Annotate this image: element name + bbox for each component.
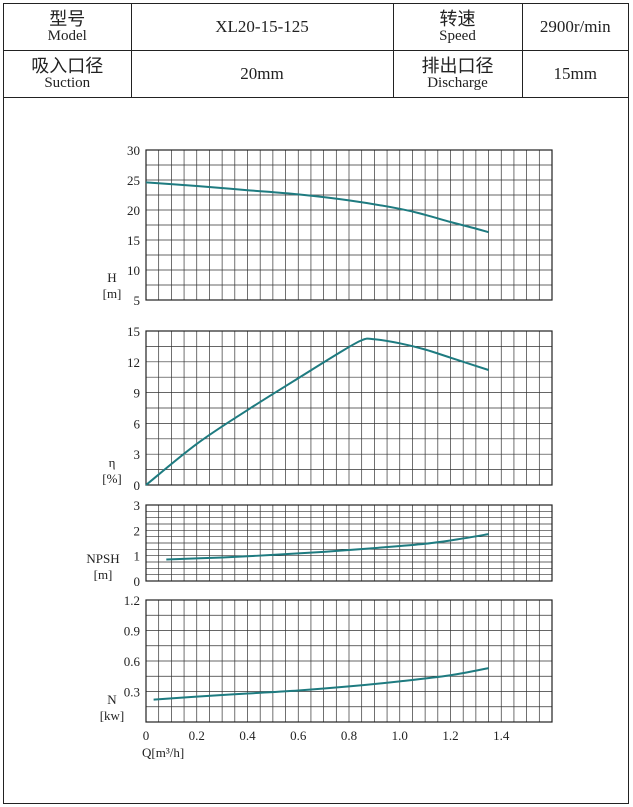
discharge-label: 排出口径 Discharge: [392, 50, 523, 98]
y-tick-label: 20: [127, 203, 140, 218]
y-tick-label: 15: [127, 233, 140, 248]
speed-label: 转速 Speed: [392, 4, 523, 51]
panel-3-grid: [145, 504, 553, 582]
y-axis-unit: [m]: [103, 286, 122, 301]
spec-table: 型号 Model XL20-15-125 转速 Speed 2900r/min …: [4, 4, 628, 98]
y-tick-label: 15: [127, 324, 140, 339]
panel-4-grid: [145, 599, 553, 723]
model-value-text: XL20-15-125: [215, 17, 309, 36]
y-tick-label: 5: [134, 293, 141, 308]
panel-1-frame: [145, 149, 553, 301]
speed-value-text: 2900r/min: [539, 17, 611, 36]
y-tick-label: 0: [134, 574, 141, 589]
x-tick-label: 1.4: [493, 728, 510, 743]
y-tick-label: 0.9: [124, 624, 140, 639]
y-tick-label: 25: [127, 173, 140, 188]
y-tick-label: 30: [127, 143, 140, 158]
series-line-panel-1: [145, 181, 489, 234]
y-tick-label: 1: [134, 549, 141, 564]
y-tick-label: 9: [134, 386, 141, 401]
y-tick-label: 12: [127, 355, 140, 370]
y-tick-label: 3: [134, 447, 141, 462]
y-axis-unit: [%]: [102, 471, 122, 486]
series-line-panel-2: [145, 337, 489, 486]
y-axis-label: N: [107, 692, 117, 707]
x-tick-label: 0.2: [189, 728, 205, 743]
y-tick-label: 6: [134, 416, 141, 431]
discharge-label-cn: 排出口径: [421, 56, 494, 76]
panel-1-grid: [145, 149, 553, 301]
suction-value: 20mm: [130, 50, 394, 98]
suction-label-cn: 吸入口径: [31, 56, 104, 76]
model-label-en: Model: [47, 28, 87, 44]
y-tick-label: 0.3: [124, 685, 140, 700]
x-tick-label: 1.0: [392, 728, 408, 743]
panel-2-frame: [145, 330, 553, 486]
y-axis-unit: [kw]: [100, 708, 125, 723]
x-tick-label: 0.6: [290, 728, 307, 743]
speed-value: 2900r/min: [521, 4, 628, 51]
model-label: 型号 Model: [4, 4, 132, 51]
series-line-panel-3: [166, 533, 489, 561]
x-tick-label: 0.8: [341, 728, 357, 743]
speed-label-en: Speed: [439, 28, 476, 44]
x-axis-label: Q[m³/h]: [142, 745, 184, 760]
x-tick-label: 0: [143, 728, 150, 743]
panel-4-frame: [145, 599, 553, 723]
y-axis-unit: [m]: [94, 567, 113, 582]
spec-row-model: 型号 Model XL20-15-125 转速 Speed 2900r/min: [4, 4, 628, 51]
y-tick-label: 2: [134, 523, 141, 538]
y-axis-label: η: [109, 455, 116, 470]
suction-label-en: Suction: [44, 75, 91, 91]
y-tick-label: 3: [134, 498, 141, 513]
series-line-panel-4: [153, 667, 489, 701]
pump-curve-sheet: 型号 Model XL20-15-125 转速 Speed 2900r/min …: [3, 3, 629, 804]
y-axis-label: H: [107, 270, 116, 285]
y-axis-label: NPSH: [86, 551, 119, 566]
y-tick-label: 1.2: [124, 593, 140, 608]
model-label-cn: 型号: [49, 9, 86, 29]
suction-label: 吸入口径 Suction: [4, 50, 132, 98]
y-tick-label: 0.6: [124, 654, 141, 669]
panel-2-grid: [145, 330, 553, 486]
speed-label-cn: 转速: [439, 9, 476, 29]
discharge-value: 15mm: [521, 50, 628, 98]
x-tick-label: 0.4: [239, 728, 256, 743]
discharge-value-text: 15mm: [553, 64, 597, 83]
model-value: XL20-15-125: [130, 4, 394, 51]
y-tick-label: 0: [134, 478, 141, 493]
spec-row-ports: 吸入口径 Suction 20mm 排出口径 Discharge 15mm: [4, 50, 628, 98]
x-tick-label: 1.2: [442, 728, 458, 743]
y-tick-label: 10: [127, 263, 140, 278]
suction-value-text: 20mm: [240, 64, 284, 83]
panel-3-frame: [145, 504, 553, 582]
discharge-label-en: Discharge: [427, 75, 488, 91]
